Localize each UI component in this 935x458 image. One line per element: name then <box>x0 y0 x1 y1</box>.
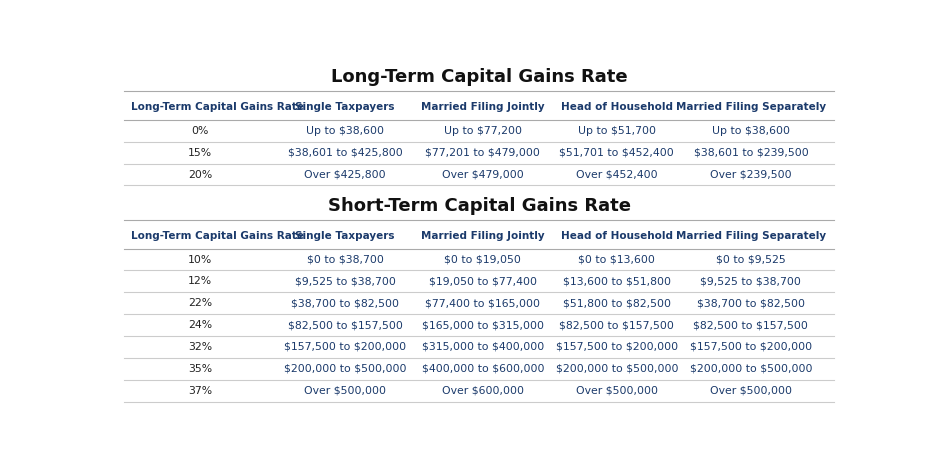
Text: Married Filing Separately: Married Filing Separately <box>676 231 826 241</box>
Text: \$9,525 to \$38,700: \$9,525 to \$38,700 <box>295 276 396 286</box>
Text: \$9,525 to \$38,700: \$9,525 to \$38,700 <box>700 276 801 286</box>
Text: Long-Term Capital Gains Rate: Long-Term Capital Gains Rate <box>131 102 305 112</box>
Text: \$315,000 to \$400,000: \$315,000 to \$400,000 <box>422 342 544 352</box>
Text: \$157,500 to \$200,000: \$157,500 to \$200,000 <box>690 342 812 352</box>
Text: Over \$479,000: Over \$479,000 <box>442 169 524 180</box>
Text: Married Filing Jointly: Married Filing Jointly <box>421 231 544 241</box>
Text: Up to \$77,200: Up to \$77,200 <box>444 126 522 136</box>
Text: 32%: 32% <box>188 342 212 352</box>
Text: \$157,500 to \$200,000: \$157,500 to \$200,000 <box>284 342 406 352</box>
Text: \$200,000 to \$500,000: \$200,000 to \$500,000 <box>690 364 813 374</box>
Text: Over \$239,500: Over \$239,500 <box>710 169 792 180</box>
Text: Over \$600,000: Over \$600,000 <box>442 386 524 396</box>
Text: \$0 to \$13,600: \$0 to \$13,600 <box>579 255 655 265</box>
Text: Over \$452,400: Over \$452,400 <box>576 169 657 180</box>
Text: Long-Term Capital Gains Rate: Long-Term Capital Gains Rate <box>131 231 305 241</box>
Text: 37%: 37% <box>188 386 212 396</box>
Text: 24%: 24% <box>188 320 212 330</box>
Text: \$77,400 to \$165,000: \$77,400 to \$165,000 <box>425 298 540 308</box>
Text: Over \$500,000: Over \$500,000 <box>576 386 658 396</box>
Text: \$51,701 to \$452,400: \$51,701 to \$452,400 <box>559 147 674 158</box>
Text: 35%: 35% <box>188 364 212 374</box>
Text: 10%: 10% <box>188 255 212 265</box>
Text: \$82,500 to \$157,500: \$82,500 to \$157,500 <box>288 320 403 330</box>
Text: Over \$425,800: Over \$425,800 <box>304 169 386 180</box>
Text: \$0 to \$9,525: \$0 to \$9,525 <box>716 255 785 265</box>
Text: Over \$500,000: Over \$500,000 <box>304 386 386 396</box>
Text: Up to \$38,600: Up to \$38,600 <box>306 126 384 136</box>
Text: \$38,601 to \$239,500: \$38,601 to \$239,500 <box>694 147 808 158</box>
Text: \$82,500 to \$157,500: \$82,500 to \$157,500 <box>694 320 809 330</box>
Text: Single Taxpayers: Single Taxpayers <box>295 102 395 112</box>
Text: \$200,000 to \$500,000: \$200,000 to \$500,000 <box>284 364 407 374</box>
Text: \$13,600 to \$51,800: \$13,600 to \$51,800 <box>563 276 671 286</box>
Text: \$77,201 to \$479,000: \$77,201 to \$479,000 <box>425 147 540 158</box>
Text: \$0 to \$19,050: \$0 to \$19,050 <box>444 255 521 265</box>
Text: 22%: 22% <box>188 298 212 308</box>
Text: Married Filing Jointly: Married Filing Jointly <box>421 102 544 112</box>
Text: \$38,700 to \$82,500: \$38,700 to \$82,500 <box>291 298 399 308</box>
Text: 15%: 15% <box>188 147 212 158</box>
Text: Married Filing Separately: Married Filing Separately <box>676 102 826 112</box>
Text: \$38,601 to \$425,800: \$38,601 to \$425,800 <box>288 147 402 158</box>
Text: Up to \$38,600: Up to \$38,600 <box>712 126 790 136</box>
Text: Over \$500,000: Over \$500,000 <box>710 386 792 396</box>
Text: Short-Term Capital Gains Rate: Short-Term Capital Gains Rate <box>327 196 631 215</box>
Text: Head of Household: Head of Household <box>561 102 673 112</box>
Text: 12%: 12% <box>188 276 212 286</box>
Text: \$400,000 to \$600,000: \$400,000 to \$600,000 <box>422 364 544 374</box>
Text: Up to \$51,700: Up to \$51,700 <box>578 126 655 136</box>
Text: \$157,500 to \$200,000: \$157,500 to \$200,000 <box>555 342 678 352</box>
Text: Single Taxpayers: Single Taxpayers <box>295 231 395 241</box>
Text: 0%: 0% <box>192 126 209 136</box>
Text: \$82,500 to \$157,500: \$82,500 to \$157,500 <box>559 320 674 330</box>
Text: \$51,800 to \$82,500: \$51,800 to \$82,500 <box>563 298 671 308</box>
Text: 20%: 20% <box>188 169 212 180</box>
Text: \$165,000 to \$315,000: \$165,000 to \$315,000 <box>422 320 544 330</box>
Text: \$0 to \$38,700: \$0 to \$38,700 <box>307 255 383 265</box>
Text: Long-Term Capital Gains Rate: Long-Term Capital Gains Rate <box>331 68 627 86</box>
Text: Head of Household: Head of Household <box>561 231 673 241</box>
Text: \$38,700 to \$82,500: \$38,700 to \$82,500 <box>697 298 805 308</box>
Text: \$200,000 to \$500,000: \$200,000 to \$500,000 <box>555 364 678 374</box>
Text: \$19,050 to \$77,400: \$19,050 to \$77,400 <box>429 276 537 286</box>
